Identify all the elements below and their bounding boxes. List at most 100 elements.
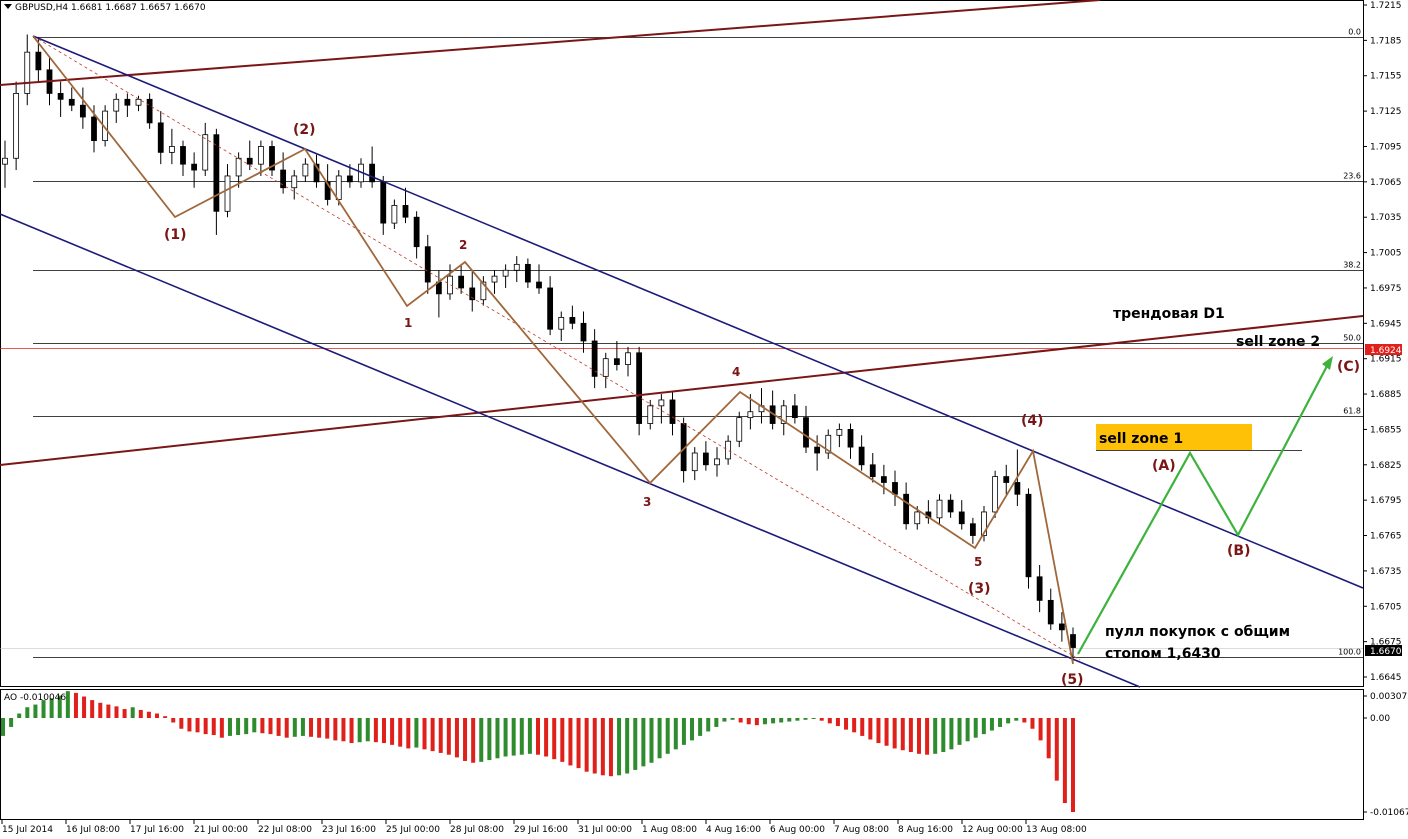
ao-bar <box>203 718 208 735</box>
ao-bar <box>973 718 978 738</box>
ao-bar <box>625 718 630 774</box>
trendline-upper <box>0 0 1101 86</box>
ao-bar <box>1062 718 1067 804</box>
ao-bar <box>236 718 241 736</box>
candle <box>714 447 720 477</box>
candle <box>858 435 865 471</box>
candle <box>291 170 298 200</box>
fib-level-label: 38.2 <box>1343 261 1361 270</box>
candle <box>269 140 275 176</box>
ao-bar <box>1022 718 1027 723</box>
sell-zone-1-label: sell zone 1 <box>1099 431 1183 447</box>
ao-bar <box>211 718 216 736</box>
candle <box>157 111 164 165</box>
candle <box>769 390 776 430</box>
ao-bar <box>171 718 176 723</box>
ao-bar <box>438 718 443 753</box>
price-tick-label: 1.6705 <box>1370 602 1402 612</box>
candle <box>13 81 20 171</box>
candle <box>1047 588 1054 630</box>
ao-bar <box>698 718 703 736</box>
candle <box>435 270 442 318</box>
ao-bar <box>179 718 184 729</box>
candle <box>480 276 487 306</box>
time-tick-label: 4 Aug 16:00 <box>706 825 761 835</box>
candle <box>836 423 843 448</box>
ao-bar <box>600 718 605 776</box>
ao-bar <box>373 718 378 743</box>
candle <box>636 346 643 436</box>
candle <box>869 453 876 483</box>
candle <box>491 270 498 294</box>
candle <box>313 154 320 188</box>
candle <box>825 429 832 459</box>
price-tick-label: 1.6795 <box>1370 496 1402 506</box>
price-tick-label: 1.6735 <box>1370 567 1402 577</box>
subwave-label-1: 1 <box>404 316 412 330</box>
channel-upper <box>32 35 1364 589</box>
ao-bar <box>414 718 419 748</box>
ao-bar <box>430 718 435 752</box>
ao-bar <box>487 718 492 761</box>
time-tick-label: 25 Jul 00:00 <box>386 825 440 835</box>
wave-label-5: (5) <box>1061 672 1084 688</box>
candle <box>925 500 932 524</box>
candle <box>447 264 453 300</box>
price-tick-label: 1.6915 <box>1370 355 1402 365</box>
time-tick-label: 17 Jul 16:00 <box>130 825 184 835</box>
candle <box>113 93 120 123</box>
time-tick-label: 12 Aug 00:00 <box>962 825 1023 835</box>
ao-bar <box>357 718 362 743</box>
candle <box>625 346 631 377</box>
sell-zone-2-label: sell zone 2 <box>1236 334 1320 350</box>
candle <box>691 447 698 481</box>
ao-bar <box>544 718 549 757</box>
candle <box>780 399 787 436</box>
price-tick-label: 1.6885 <box>1370 390 1402 400</box>
ao-bar <box>681 718 686 745</box>
ao-bar <box>138 709 143 718</box>
candle <box>180 140 186 176</box>
time-tick-label: 22 Jul 08:00 <box>258 825 312 835</box>
ao-bar <box>706 718 711 732</box>
ao-tick-label: 0.003072 <box>1370 692 1408 702</box>
ao-bar <box>503 718 508 757</box>
ao-bar <box>463 718 468 761</box>
menu-triangle-icon[interactable] <box>4 4 12 9</box>
ao-bar <box>252 718 257 733</box>
ao-bar <box>9 718 14 727</box>
time-tick-label: 8 Aug 16:00 <box>898 825 953 835</box>
symbol-info: GBPUSD,H4 1.6681 1.6687 1.6657 1.6670 <box>15 3 206 13</box>
ao-bar <box>844 718 849 730</box>
ao-bar <box>244 718 249 735</box>
time-tick-label: 28 Jul 08:00 <box>450 825 504 835</box>
time-tick-label: 13 Aug 08:00 <box>1026 825 1087 835</box>
ao-bar <box>722 718 727 722</box>
candle <box>658 394 665 424</box>
candle <box>736 411 743 448</box>
ao-bar <box>803 718 808 720</box>
ao-bar <box>276 718 281 736</box>
ao-bar <box>884 718 889 746</box>
ao-bar <box>730 718 735 720</box>
candle <box>257 140 264 176</box>
candle <box>847 423 854 459</box>
wave-label-2: (2) <box>293 122 316 138</box>
wave-label-3: (3) <box>968 581 991 597</box>
ao-bar <box>422 718 427 750</box>
ao-bar <box>819 718 824 721</box>
ao-bar <box>17 713 22 718</box>
ao-bar <box>33 704 38 718</box>
ao-bar <box>268 718 273 735</box>
subwave-label-5: 5 <box>974 555 982 569</box>
ao-bar <box>633 718 638 770</box>
ao-bar <box>90 700 95 718</box>
ao-bar <box>227 718 232 736</box>
wave-label-b: (B) <box>1227 543 1250 559</box>
abc-projection-path <box>1077 365 1328 655</box>
wave-label-4: (4) <box>1021 413 1044 429</box>
ao-bar <box>779 718 784 723</box>
ao-bar <box>106 704 111 718</box>
guide-dotted <box>32 35 1081 661</box>
